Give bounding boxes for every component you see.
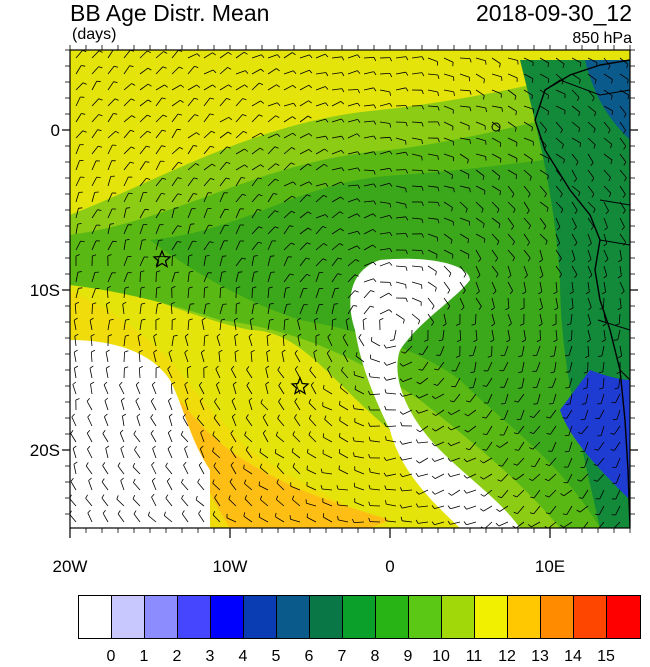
colorbar-label: 4 [238,648,248,665]
colorbar-cell [376,596,409,638]
colorbar-cell [475,596,508,638]
colorbar-label: 15 [597,648,615,665]
date-label: 2018-09-30_12 [475,0,632,26]
colorbar-cell [574,596,607,638]
colorbar-label: 12 [498,648,516,665]
minor-ticks [65,45,635,533]
lat-label-20s: 20S [29,441,60,460]
colorbar-cell [343,596,376,638]
map-frame [69,49,631,529]
colorbar-label: 5 [271,648,281,665]
star-markers [152,249,310,395]
colorbar-label: 0 [106,648,116,665]
colorbar-cell [442,596,475,638]
colorbar-label: 11 [465,648,483,665]
units-label: (days) [72,26,117,43]
plot-title: BB Age Distr. Mean [70,0,270,26]
colorbar-cell [277,596,310,638]
colorbar-label: 13 [531,648,549,665]
star-marker-1 [152,249,172,268]
colorbar-label: 2 [172,648,182,665]
pressure-level-label: 850 hPa [572,30,632,47]
colorbar-label: 3 [205,648,215,665]
colorbar-label: 7 [337,648,347,665]
colorbar-cell [409,596,442,638]
colorbar-label: 9 [403,648,413,665]
lon-label-20w: 20W [52,557,88,576]
colorbar-cell [607,596,640,638]
colorbar-label: 10 [432,648,450,665]
colorbar-cell [541,596,574,638]
star-marker-2 [290,376,310,395]
colorbar-cell [244,596,277,638]
lat-label-10s: 10S [29,281,60,300]
coastline [534,59,630,528]
colorbar-label: 6 [304,648,314,665]
colorbar-cell [508,596,541,638]
colorbar-cell [112,596,145,638]
lon-label-10w: 10W [212,557,248,576]
colorbar-cell [79,596,112,638]
colorbar-cell [211,596,244,638]
colorbar-cell [310,596,343,638]
colorbar [78,595,641,639]
lon-label-10e: 10E [534,557,566,576]
island-outline [491,122,501,132]
lat-label-0: 0 [50,121,60,140]
colorbar-cell [145,596,178,638]
wind-barbs [70,50,629,528]
colorbar-label: 8 [370,648,380,665]
country-borders [544,79,630,381]
colorbar-label: 14 [564,648,582,665]
lon-label-0: 0 [385,557,395,576]
colorbar-label: 1 [139,648,149,665]
colorbar-cell [178,596,211,638]
age-field [70,50,630,528]
